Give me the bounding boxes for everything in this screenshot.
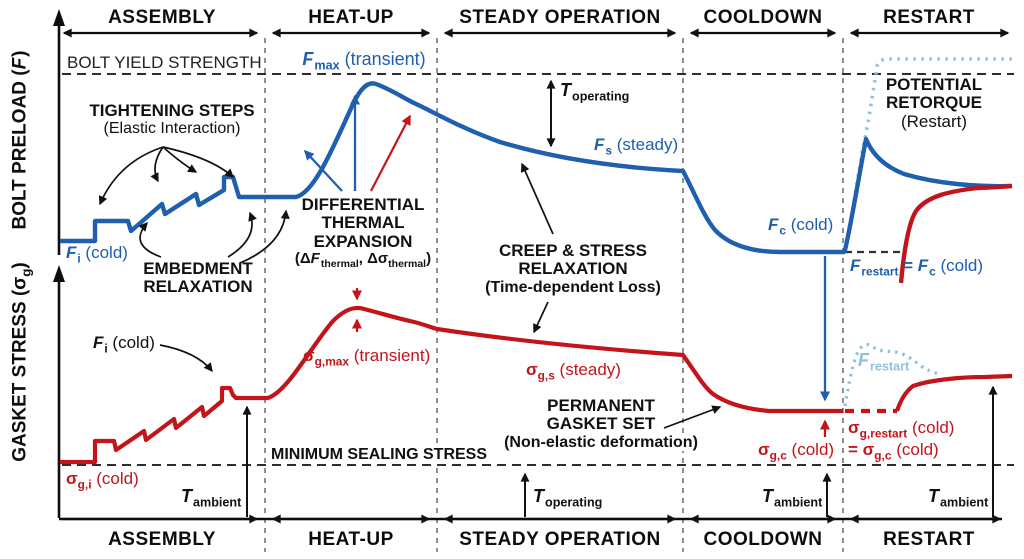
fmax-label: Fmax (transient) [299,49,429,72]
permanent-gasket-set-label: PERMANENT GASKET SET (Non-elastic deform… [501,396,701,451]
tightening-fan-arrow [162,146,198,173]
phase-header-top-assembly: ASSEMBLY [108,7,216,28]
annotation-arrows-red [352,114,830,437]
t-operating-upper-label: Toperating [560,80,630,104]
gasket-restart-curve [895,373,1013,412]
lower-y-axis-arrowhead [53,265,65,282]
phase-header-top-steady: STEADY OPERATION [459,7,661,28]
y-axis-label-bolt-preload: BOLT PRELOAD (F) [9,50,31,230]
potential-retorque-dotted-lower [843,342,942,407]
t-operating-lower-label: Toperating [533,486,603,510]
fi-cold-pointer-arrow [159,344,213,373]
phase-header-top-restart: RESTART [883,7,975,28]
t-ambient-restart-label: Tambient [928,486,989,510]
sigma-gs-label: σg,s (steady) [526,360,621,383]
frestart-equals-fc-label: Frestart = Fc (cold) [850,256,984,279]
phase-header-bottom-steady: STEADY OPERATION [459,529,661,550]
permanent-set-arrow [663,405,722,429]
phase-header-top-heatup: HEAT-UP [308,7,394,28]
potential-retorque-dotted-upper [844,57,1012,249]
annotation-arrows-blue [303,94,830,402]
thermal-expansion-decay-arrow [370,114,411,192]
sigma-grestart-label: σg,restart (cold) = σg,c (cold) [848,418,955,463]
phase-header-bottom-restart: RESTART [883,529,975,550]
upper-y-axis-arrowhead [53,9,65,26]
sigma-gi-label: σg,i (cold) [66,469,139,492]
annotation-arrows-black [98,146,722,429]
creep-stress-relaxation-label: CREEP & STRESS RELAXATION (Time-dependen… [485,241,661,296]
embedment-arrow [138,221,162,258]
tightening-fan-arrow [162,146,235,178]
phase-header-bottom-cooldown: COOLDOWN [703,529,823,550]
creep-lower-arrow [533,301,549,334]
embedment-arrow [239,209,290,264]
bolt-preload-restart-red-curve [898,183,1013,284]
phase-header-bottom-heatup: HEAT-UP [308,529,394,550]
thermal-expansion-rise-arrow [303,149,343,192]
minimum-sealing-stress-label: MINIMUM SEALING STRESS [268,446,491,464]
tightening-steps-label: TIGHTENING STEPS (Elastic Interaction) [89,101,255,138]
sigma-gc-label: σg,c (cold) [758,440,835,463]
gasket-stress-curve [60,305,843,465]
t-ambient-cooldown-label: Tambient [762,486,823,510]
creep-upper-arrow [520,162,554,235]
fs-steady-label: Fs (steady) [594,135,679,158]
temperature-arrows [242,79,998,517]
phase-header-bottom-assembly: ASSEMBLY [108,529,216,550]
bolt-preload-curve [60,81,1013,255]
embedment-relaxation-label: EMBEDMENT RELAXATION [143,259,253,297]
delta-thermal-line: (ΔFthermal, Δσthermal) [291,250,435,269]
fi-cold-upper-label: Fi (cold) [66,243,128,266]
differential-thermal-expansion-label: DIFFERENTIAL THERMAL EXPANSION (ΔFtherma… [291,195,435,269]
potential-retorque-label: POTENTIAL RETORQUE (Restart) [885,75,983,131]
t-ambient-assembly-label: Tambient [181,486,242,510]
y-axis-label-gasket-stress: GASKET STRESS (σg) [9,262,34,462]
fi-cold-lower-label: Fi (cold) [93,333,155,356]
embedment-arrow [227,211,257,258]
bolt-yield-strength-label: BOLT YIELD STRENGTH [67,53,262,72]
phase-header-top-cooldown: COOLDOWN [703,7,823,28]
sigma-gmax-label: σg,max (transient) [303,346,431,369]
frestart-dotted-label: Frestart [858,350,910,374]
tightening-fan-arrow [98,146,164,206]
fc-cold-label: Fc (cold) [768,215,834,238]
tightening-fan-arrow [150,146,164,183]
